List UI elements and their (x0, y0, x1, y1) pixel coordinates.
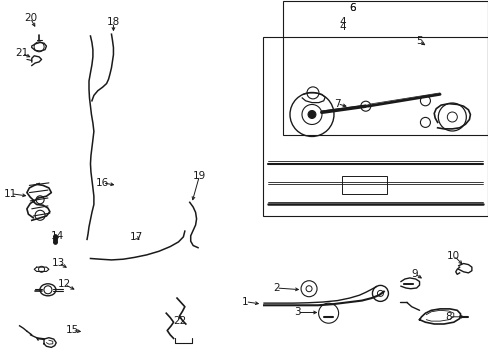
Text: 6: 6 (348, 3, 355, 13)
Text: 18: 18 (106, 17, 120, 27)
Text: 10: 10 (447, 251, 459, 261)
Text: 20: 20 (24, 13, 37, 23)
Text: 6: 6 (348, 3, 355, 13)
Text: 12: 12 (58, 279, 71, 289)
Text: 13: 13 (52, 258, 65, 268)
Text: 1: 1 (242, 297, 248, 307)
Bar (262, 37, 487, 216)
Text: 15: 15 (65, 325, 79, 336)
Text: 2: 2 (272, 283, 279, 293)
Circle shape (307, 111, 315, 118)
Text: 4: 4 (338, 17, 345, 27)
Text: 11: 11 (4, 189, 18, 199)
Bar (342, 176, 386, 194)
Text: 7: 7 (333, 99, 340, 109)
Text: 3: 3 (293, 307, 300, 318)
Text: 17: 17 (129, 232, 142, 242)
Bar (282, 1, 487, 135)
Text: 16: 16 (96, 178, 109, 188)
Text: 22: 22 (173, 316, 186, 326)
Text: 19: 19 (192, 171, 206, 181)
Text: 14: 14 (51, 231, 64, 241)
Text: 5: 5 (415, 36, 422, 46)
Text: 4: 4 (338, 22, 345, 32)
Text: 8: 8 (445, 312, 451, 322)
Text: 9: 9 (410, 269, 417, 279)
Text: 21: 21 (15, 48, 29, 58)
